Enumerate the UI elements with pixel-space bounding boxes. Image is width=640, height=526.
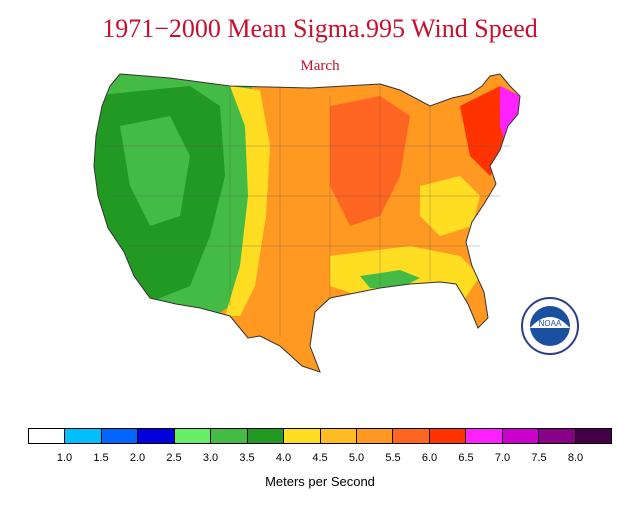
legend-tick-label: 7.0 xyxy=(494,452,511,464)
legend-swatch xyxy=(65,429,102,443)
legend-swatch xyxy=(466,429,503,443)
legend-swatch xyxy=(101,429,139,443)
legend-units-label: Meters per Second xyxy=(265,474,375,489)
legend-tick-label: 1.5 xyxy=(93,452,109,464)
legend-tick-label: 7.5 xyxy=(531,452,547,464)
legend-swatch xyxy=(502,429,540,443)
legend-tick-label: 3.0 xyxy=(202,452,219,464)
legend-swatch xyxy=(284,429,321,443)
legend-swatch xyxy=(211,429,248,443)
legend-swatch xyxy=(356,429,394,443)
color-legend-bar xyxy=(28,428,612,444)
legend-swatch xyxy=(29,429,66,443)
legend-ticks: 1.0 1.5 2.0 2.5 3.0 3.5 4.0 4.5 5.0 5.5 6.0 6.5 7.0 7… xyxy=(0,452,640,468)
legend-swatch xyxy=(247,429,285,443)
legend-tick-label: 8.0 xyxy=(567,452,584,464)
legend-swatch xyxy=(320,429,357,443)
map-subtitle: March xyxy=(300,58,340,74)
legend-swatch xyxy=(575,429,611,443)
legend-tick-label: 5.0 xyxy=(348,452,365,464)
legend-tick-label: 4.5 xyxy=(312,452,328,464)
legend-swatch xyxy=(429,429,467,443)
legend-tick-label: 4.0 xyxy=(275,452,292,464)
legend-swatch xyxy=(539,429,576,443)
legend-swatch xyxy=(174,429,212,443)
legend-swatch xyxy=(138,429,175,443)
legend-swatch xyxy=(393,429,430,443)
legend-tick-label: 6.0 xyxy=(421,452,438,464)
noaa-logo-text: NOAA xyxy=(539,319,562,328)
legend-tick-label: 1.0 xyxy=(56,452,73,464)
legend-tick-label: 3.5 xyxy=(239,452,255,464)
map-title: 1971−2000 Mean Sigma.995 Wind Speed xyxy=(102,14,538,43)
noaa-logo: NOAA xyxy=(521,297,579,355)
us-wind-speed-map xyxy=(93,73,521,373)
legend-tick-label: 2.0 xyxy=(129,452,146,464)
legend-tick-label: 2.5 xyxy=(166,452,182,464)
legend-tick-label: 6.5 xyxy=(458,452,474,464)
legend-tick-label: 5.5 xyxy=(385,452,401,464)
